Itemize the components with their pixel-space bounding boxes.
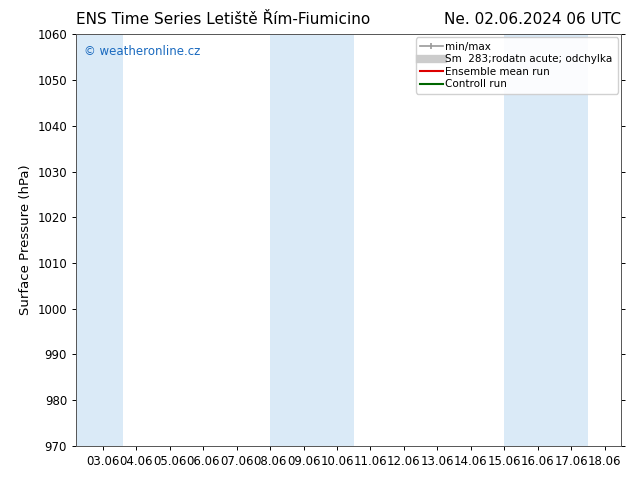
Y-axis label: Surface Pressure (hPa): Surface Pressure (hPa) (19, 165, 32, 316)
Bar (504, 34, 588, 446)
Bar (270, 34, 354, 446)
Text: ENS Time Series Letiště Řím-Fiumicino: ENS Time Series Letiště Řím-Fiumicino (76, 12, 370, 27)
Text: © weatheronline.cz: © weatheronline.cz (84, 45, 200, 58)
Legend: min/max, Sm  283;rodatn acute; odchylka, Ensemble mean run, Controll run: min/max, Sm 283;rodatn acute; odchylka, … (415, 37, 618, 94)
Text: Ne. 02.06.2024 06 UTC: Ne. 02.06.2024 06 UTC (444, 12, 621, 27)
Bar (76, 34, 123, 446)
